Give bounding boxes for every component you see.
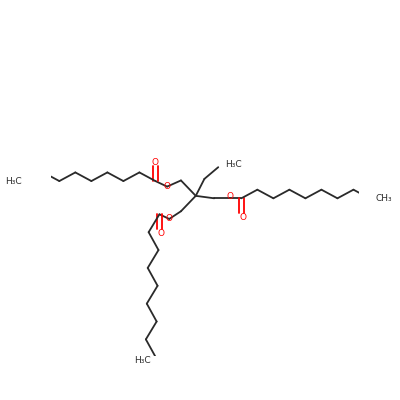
Text: O: O: [226, 192, 233, 201]
Text: CH₃: CH₃: [375, 194, 392, 203]
Text: O: O: [164, 182, 171, 191]
Text: O: O: [166, 214, 173, 224]
Text: H₃C: H₃C: [225, 160, 242, 169]
Text: H₃C: H₃C: [134, 356, 151, 366]
Text: H₃C: H₃C: [5, 176, 22, 186]
Text: O: O: [152, 158, 159, 167]
Text: O: O: [239, 213, 246, 222]
Text: O: O: [158, 229, 164, 238]
